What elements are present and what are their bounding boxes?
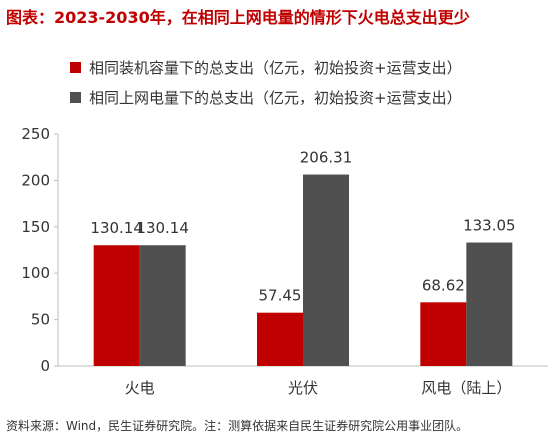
- legend-swatch-series-2: [70, 91, 81, 103]
- bar-1: [420, 302, 467, 366]
- source-note: 资料来源：Wind，民生证券研究院。注：测算依据来自民生证券研究院公用事业团队。: [6, 419, 469, 433]
- x-tick-label: 风电（陆上）: [421, 379, 511, 397]
- x-tick-label: 光伏: [288, 379, 318, 397]
- bar-2: [466, 242, 513, 366]
- bar-2: [303, 174, 349, 366]
- y-tick-label: 150: [21, 218, 50, 236]
- y-tick-label: 250: [21, 125, 50, 143]
- chart-title: 图表：2023-2030年，在相同上网电量的情形下火电总支出更少: [6, 8, 470, 27]
- data-label: 133.05: [463, 217, 516, 235]
- y-tick-label: 0: [40, 357, 50, 375]
- legend-swatch-series-1: [70, 61, 81, 73]
- bar-2: [139, 245, 186, 366]
- y-tick-label: 50: [31, 311, 50, 329]
- data-label: 57.45: [259, 287, 302, 305]
- x-tick-label: 火电: [125, 379, 155, 397]
- legend-label-series-2: 相同上网电量下的总支出（亿元，初始投资+运营支出）: [89, 88, 462, 107]
- legend: 相同装机容量下的总支出（亿元，初始投资+运营支出） 相同上网电量下的总支出（亿元…: [70, 52, 462, 112]
- data-label: 68.62: [422, 276, 465, 294]
- legend-label-series-1: 相同装机容量下的总支出（亿元，初始投资+运营支出）: [89, 58, 462, 77]
- data-label: 130.14: [90, 219, 143, 237]
- legend-item-series-1: 相同装机容量下的总支出（亿元，初始投资+运营支出）: [70, 52, 462, 82]
- legend-item-series-2: 相同上网电量下的总支出（亿元，初始投资+运营支出）: [70, 82, 462, 112]
- bar-1: [257, 312, 303, 366]
- y-tick-label: 200: [21, 171, 50, 189]
- data-label: 130.14: [136, 219, 189, 237]
- bar-1: [93, 245, 140, 366]
- data-label: 206.31: [300, 149, 353, 167]
- y-tick-label: 100: [21, 264, 50, 282]
